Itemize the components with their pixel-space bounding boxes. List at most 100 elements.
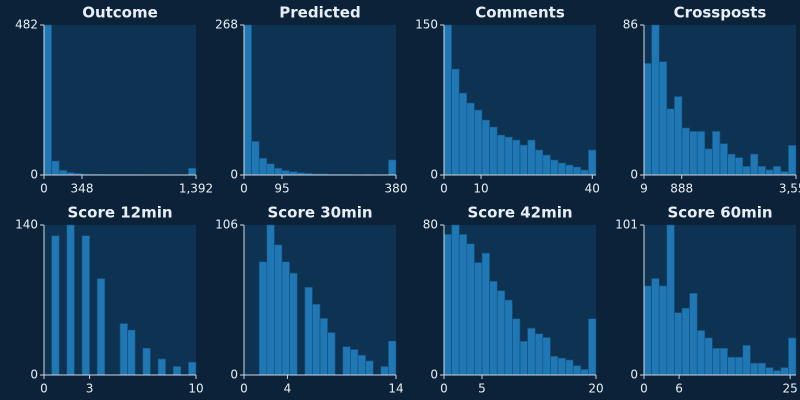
x-tick-label: 380 <box>385 182 408 196</box>
bar <box>704 148 713 176</box>
bar <box>142 347 151 376</box>
bar <box>66 224 75 376</box>
bar <box>496 134 506 176</box>
bar <box>572 166 582 176</box>
bar <box>357 354 366 376</box>
bar <box>712 131 721 176</box>
bar <box>643 285 652 376</box>
bar <box>274 244 283 376</box>
bar <box>788 337 797 376</box>
chart-title: Comments <box>475 4 565 22</box>
bar <box>388 159 397 176</box>
bar <box>51 235 60 376</box>
bar <box>474 109 483 176</box>
chart-title: Score 12min <box>67 204 172 222</box>
bar <box>704 337 713 376</box>
bar <box>666 224 675 376</box>
bar <box>119 323 128 376</box>
bar <box>757 362 766 376</box>
bar <box>572 365 582 376</box>
bar <box>327 332 336 376</box>
bar <box>534 149 544 176</box>
bar <box>689 293 698 376</box>
x-tick-label: 3 <box>86 382 94 396</box>
bar <box>458 92 468 176</box>
plot-area <box>44 25 196 175</box>
chart-title: Score 30min <box>267 204 372 222</box>
x-tick-label: 888 <box>670 182 693 196</box>
y-tick-label: 0 <box>430 168 438 182</box>
bar <box>258 261 268 376</box>
bar <box>458 234 468 376</box>
bar <box>681 307 690 376</box>
bar <box>542 154 551 176</box>
x-tick-label: 5 <box>478 382 486 396</box>
y-tick-label: 101 <box>615 218 638 232</box>
plot-area <box>244 25 396 175</box>
bar <box>557 357 566 376</box>
x-tick-label: 0 <box>440 382 448 396</box>
bar <box>674 312 683 376</box>
bar <box>658 285 668 376</box>
bar <box>666 108 675 176</box>
bar <box>172 366 182 376</box>
bar <box>466 243 475 376</box>
bar <box>127 329 136 376</box>
bar <box>58 170 68 176</box>
bar <box>157 358 166 376</box>
y-tick-label: 106 <box>215 218 238 232</box>
bar <box>443 234 452 376</box>
bar <box>534 333 544 376</box>
bar <box>81 235 90 376</box>
bar <box>96 278 106 376</box>
bar <box>519 144 528 176</box>
x-tick-label: 3,554 <box>779 182 800 196</box>
bar <box>588 318 597 376</box>
bar <box>651 278 660 376</box>
bar <box>342 346 351 376</box>
y-tick-label: 0 <box>30 368 38 382</box>
bar <box>727 356 736 376</box>
bar <box>504 136 513 176</box>
bar <box>527 327 536 376</box>
bar <box>312 303 321 376</box>
bar <box>243 24 252 176</box>
bar <box>550 355 559 376</box>
x-tick-label: 0 <box>240 382 248 396</box>
bar <box>266 224 275 376</box>
bar <box>451 68 460 176</box>
chart-title: Score 60min <box>667 204 772 222</box>
bar <box>658 61 668 176</box>
x-tick-label: 9 <box>640 182 648 196</box>
bar <box>772 370 782 376</box>
bar <box>504 299 513 376</box>
x-tick-label: 348 <box>71 182 94 196</box>
bar <box>319 318 328 376</box>
y-tick-label: 0 <box>230 368 238 382</box>
bar <box>542 337 551 376</box>
bar <box>565 164 574 176</box>
bar <box>281 170 290 176</box>
bar <box>365 360 374 376</box>
bar <box>289 272 298 376</box>
bar <box>580 369 589 376</box>
bar <box>188 167 197 176</box>
bar <box>274 167 283 176</box>
bar <box>281 261 290 376</box>
bar <box>350 349 359 376</box>
bar <box>550 159 559 176</box>
x-tick-label: 10 <box>473 182 488 196</box>
x-tick-label: 0 <box>440 182 448 196</box>
bar <box>757 165 766 176</box>
bar <box>765 367 774 376</box>
y-tick-label: 0 <box>230 168 238 182</box>
y-tick-label: 0 <box>630 368 638 382</box>
x-tick-label: 1,392 <box>179 182 213 196</box>
x-tick-label: 0 <box>40 182 48 196</box>
bar <box>696 131 706 176</box>
bar <box>188 361 197 376</box>
bar <box>489 126 498 176</box>
bar <box>750 153 759 176</box>
x-tick-label: 10 <box>188 382 203 396</box>
